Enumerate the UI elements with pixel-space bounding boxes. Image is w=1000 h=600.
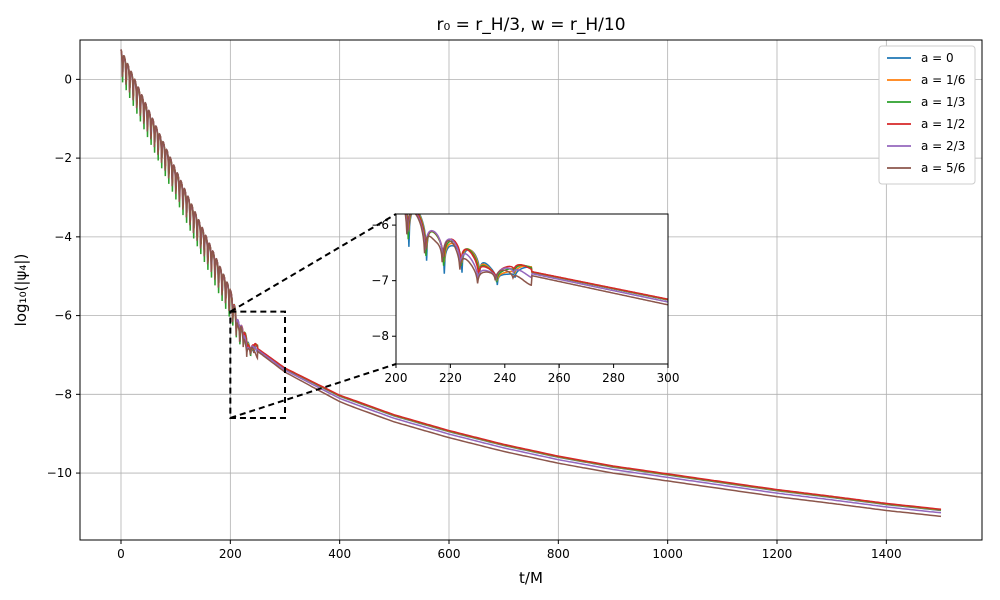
x-axis-label: t/M (519, 569, 543, 587)
x-tick-label: 1400 (871, 547, 902, 561)
inset-lines (404, 214, 668, 306)
inset-y-tick-label: −6 (371, 218, 389, 232)
y-tick-label: 0 (64, 72, 72, 86)
main-plot-lines (120, 49, 942, 518)
chart-title: r₀ = r_H/3, w = r_H/10 (436, 15, 625, 35)
legend-label: a = 1/6 (921, 73, 965, 87)
inset-x-tick-label: 240 (493, 371, 516, 385)
legend-label: a = 1/3 (921, 95, 965, 109)
x-tick-label: 1000 (652, 547, 683, 561)
y-tick-label: −2 (54, 151, 72, 165)
zoom-connector-lines (229, 213, 397, 419)
inset-y-tick-label: −7 (371, 274, 389, 288)
inset-x-tick-label: 280 (602, 371, 625, 385)
main-x-axis-ticks: 0 200 400 600 800 1000 1200 1400 (117, 540, 902, 561)
y-tick-label: −6 (54, 309, 72, 323)
x-tick-label: 600 (438, 547, 461, 561)
inset-frame (395, 213, 669, 365)
y-tick-label: −8 (54, 387, 72, 401)
y-tick-label: −10 (47, 466, 72, 480)
inset-y-tick-label: −8 (371, 329, 389, 343)
x-tick-label: 0 (117, 547, 125, 561)
inset-x-tick-label: 260 (548, 371, 571, 385)
x-tick-label: 800 (547, 547, 570, 561)
inset-x-tick-label: 220 (439, 371, 462, 385)
inset-series-line (404, 214, 668, 306)
inset-x-tick-label: 300 (657, 371, 680, 385)
main-plot-frame (79, 39, 983, 541)
x-tick-label: 200 (219, 547, 242, 561)
y-axis-label: log₁₀(|ψ₄|) (12, 254, 30, 327)
x-tick-label: 1200 (762, 547, 793, 561)
inset-zoom-plot: 200 220 240 260 280 300 −6 −7 −8 (371, 213, 680, 385)
inset-x-tick-label: 200 (385, 371, 408, 385)
legend-label: a = 2/3 (921, 139, 965, 153)
legend-label: a = 1/2 (921, 117, 965, 131)
inset-series-line (405, 214, 668, 303)
inset-background (396, 214, 668, 364)
legend-label: a = 0 (921, 51, 954, 65)
legend: a = 0 a = 1/6 a = 1/3 a = 1/2 a = 2/3 a = 5/6 (878, 45, 976, 185)
x-tick-label: 400 (328, 547, 351, 561)
zoom-connector (229, 213, 397, 313)
y-tick-label: −4 (54, 230, 72, 244)
zoom-connector (230, 363, 397, 419)
legend-label: a = 5/6 (921, 161, 965, 175)
main-y-axis-ticks: 0 −2 −4 −6 −8 −10 (47, 72, 80, 480)
series-line (120, 49, 942, 518)
